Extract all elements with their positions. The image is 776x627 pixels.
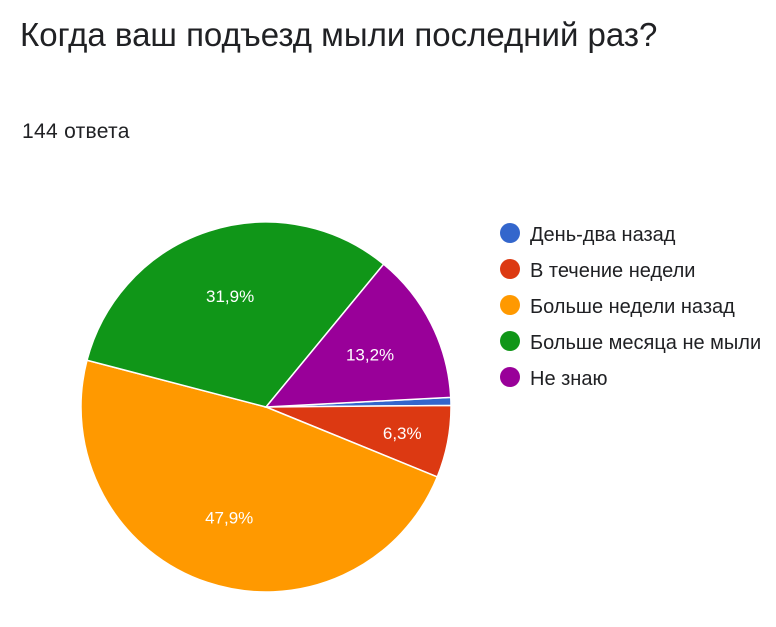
legend-item[interactable]: Больше недели назад bbox=[500, 292, 770, 322]
slice-label: 13,2% bbox=[346, 346, 394, 365]
legend-label: Больше месяца не мыли bbox=[530, 332, 762, 354]
legend-color-swatch bbox=[500, 367, 520, 387]
legend-color-swatch bbox=[500, 331, 520, 351]
chart-legend: День-два назад В течение недели Больше нед… bbox=[500, 220, 770, 400]
legend-label: В течение недели bbox=[530, 260, 696, 282]
chart-title: Когда ваш подъезд мыли последний раз? bbox=[20, 16, 658, 53]
slice-more-than-month[interactable] bbox=[86, 221, 385, 408]
response-count: 144 ответа bbox=[22, 120, 130, 143]
legend-item[interactable]: Не знаю bbox=[500, 364, 770, 394]
legend-item[interactable]: В течение недели bbox=[500, 256, 770, 286]
legend-color-swatch bbox=[500, 295, 520, 315]
legend-label: Не знаю bbox=[530, 368, 608, 390]
slice-more-than-week[interactable] bbox=[80, 359, 439, 593]
slice-label: 31,9% bbox=[206, 287, 254, 306]
slice-label: 6,3% bbox=[383, 424, 422, 443]
legend-item[interactable]: День-два назад bbox=[500, 220, 770, 250]
legend-color-swatch bbox=[500, 223, 520, 243]
legend-color-swatch bbox=[500, 259, 520, 279]
slice-label: 47,9% bbox=[205, 509, 253, 528]
slice-dont-know[interactable] bbox=[264, 263, 452, 408]
legend-label: Больше недели назад bbox=[530, 296, 735, 318]
legend-label: День-два назад bbox=[530, 224, 676, 246]
legend-item[interactable]: Больше месяца не мыли bbox=[500, 328, 770, 358]
